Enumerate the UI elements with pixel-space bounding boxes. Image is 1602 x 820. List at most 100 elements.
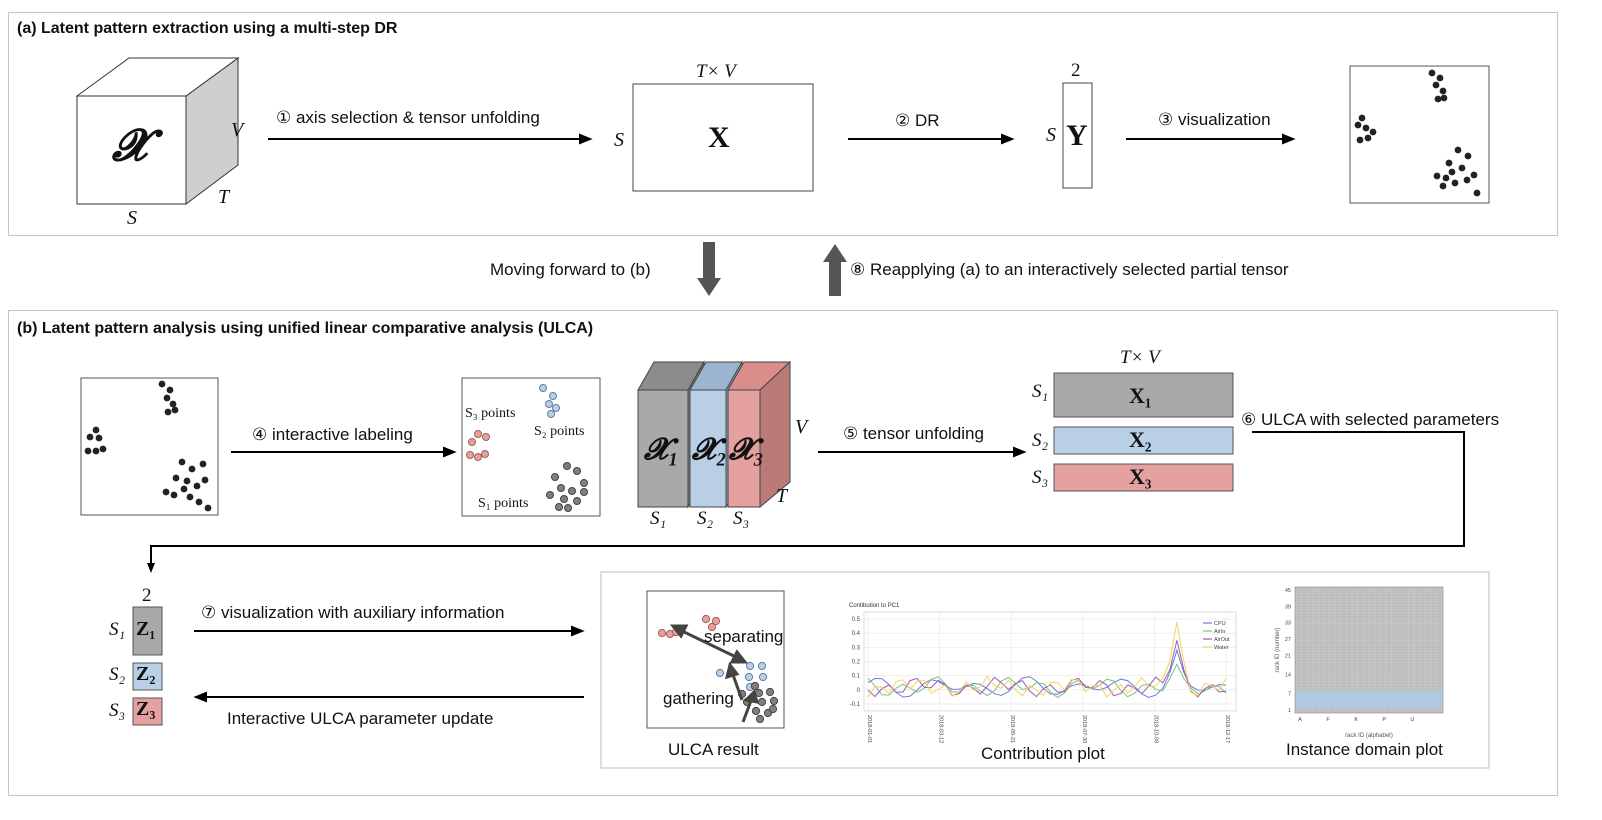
down-arrow (697, 242, 721, 296)
instance-ytick: 39 (1285, 604, 1291, 610)
instance-ytick: 7 (1288, 692, 1291, 698)
contribution-ytick: 0.5 (852, 617, 861, 623)
scatter-point (188, 465, 196, 473)
scatter-point (1464, 152, 1472, 160)
tensor-v-label: V (795, 416, 808, 438)
panel-a-title: (a) Latent pattern extraction using a mu… (17, 20, 398, 37)
contribution-series-line (867, 648, 1227, 699)
scatter-point (711, 616, 721, 626)
scatter-point (92, 447, 100, 455)
scatter-points-b2 (466, 384, 588, 512)
matrix-x1 (1053, 372, 1234, 418)
ulca-result-label: ULCA result (668, 740, 759, 759)
step3-label: ③ visualization (1158, 110, 1271, 129)
scatter-point (715, 668, 725, 678)
scatter-point (1442, 174, 1450, 182)
matrix-z1 (132, 606, 163, 656)
contribution-ytick: 0.4 (852, 631, 861, 637)
contribution-xtick: 2018-01-01 (866, 715, 872, 743)
z-s3-label: S₃ (109, 700, 126, 721)
z-cols-label: 2 (142, 585, 152, 606)
forward-label: Moving forward to (b) (490, 260, 651, 279)
matrix-x (632, 83, 814, 192)
scatter-point (1369, 128, 1377, 136)
scatter-point (1439, 87, 1447, 95)
scatter-point (84, 447, 92, 455)
scatter-point (164, 408, 172, 416)
scatter-point (768, 704, 778, 714)
scatter-point (1440, 94, 1448, 102)
panel-b (8, 310, 1558, 796)
scatter-point (171, 406, 179, 414)
panel-a (8, 12, 1558, 236)
scatter-point (1433, 172, 1441, 180)
up-arrow (823, 244, 847, 296)
instance-ytick: 33 (1285, 621, 1291, 627)
instance-xtick: P (1382, 717, 1386, 723)
scatter-point (1362, 124, 1370, 132)
scatter-point (158, 380, 166, 388)
scatter-point (86, 433, 94, 441)
instance-xtick: U (1410, 717, 1414, 723)
instance-xtick: K (1354, 717, 1358, 723)
legend-entry: CPU (1214, 621, 1226, 627)
contribution-ytick: -0.1 (850, 702, 861, 708)
instance-ytick: 27 (1285, 637, 1291, 643)
matrix-x-label: X (708, 121, 730, 154)
scatter-point (468, 438, 476, 446)
contribution-xtick: 2018-10-08 (1152, 715, 1158, 743)
scatter-point (481, 450, 489, 458)
instance-ylabel: rack ID (number) (1275, 627, 1281, 672)
instance-highlight (1296, 691, 1442, 708)
scatter-point (162, 488, 170, 496)
scatter-point (183, 477, 191, 485)
scatter-point (707, 622, 717, 632)
matrix-s3-label: S₃ (1032, 467, 1049, 488)
scatter-point (573, 467, 581, 475)
matrix-x3 (1053, 463, 1234, 492)
matrix-z1-label: Z₁ (136, 618, 156, 640)
scatter-point (769, 696, 779, 706)
contribution-ytick: 0.1 (852, 674, 861, 680)
matrix-z2-label: Z₂ (136, 663, 156, 685)
contribution-xtick: 2018-05-21 (1009, 715, 1015, 743)
instance-ytick: 1 (1288, 708, 1291, 714)
matrix-x2 (1053, 426, 1234, 455)
contribution-ytick: 0.2 (852, 660, 861, 666)
scatter-point (1432, 81, 1440, 89)
scatter-point (1358, 114, 1366, 122)
z-s1-label: S₁ (109, 619, 126, 640)
scatter-point (744, 672, 754, 682)
step6-label: ⑥ ULCA with selected parameters (1241, 410, 1500, 429)
scatter-point (170, 491, 178, 499)
matrix-x3-label: X₃ (1129, 464, 1152, 489)
contribution-xtick: 2018-03-12 (938, 715, 944, 743)
scatter-point (169, 400, 177, 408)
scatter-point (195, 498, 203, 506)
scatter-point (758, 672, 768, 682)
between-arrows (697, 242, 847, 296)
s2-points-label: S₂ points (534, 424, 585, 439)
tensor-symbol: 𝓧 (112, 121, 148, 170)
scatter-point (560, 495, 568, 503)
scatter-point (474, 430, 482, 438)
scatter-point (757, 697, 767, 707)
panel-b-title: (b) Latent pattern analysis using unifie… (17, 320, 594, 337)
scatter-point (568, 487, 576, 495)
scatter-point (755, 714, 765, 724)
update-label: Interactive ULCA parameter update (227, 709, 494, 728)
scatter-point (757, 661, 767, 671)
step4-label: ④ interactive labeling (252, 425, 413, 444)
axis-t-label: T (218, 186, 230, 208)
contribution-ytick: 0 (857, 688, 861, 694)
scatter-point (745, 661, 755, 671)
step1-label: ① axis selection & tensor unfolding (276, 108, 540, 127)
scatter-point (547, 410, 555, 418)
scatter-point (580, 479, 588, 487)
scatter-point (1463, 176, 1471, 184)
scatter-point (563, 462, 571, 470)
scatter-point (539, 384, 547, 392)
scatter-point (482, 433, 490, 441)
legend-entry: AirOut (1214, 637, 1230, 643)
